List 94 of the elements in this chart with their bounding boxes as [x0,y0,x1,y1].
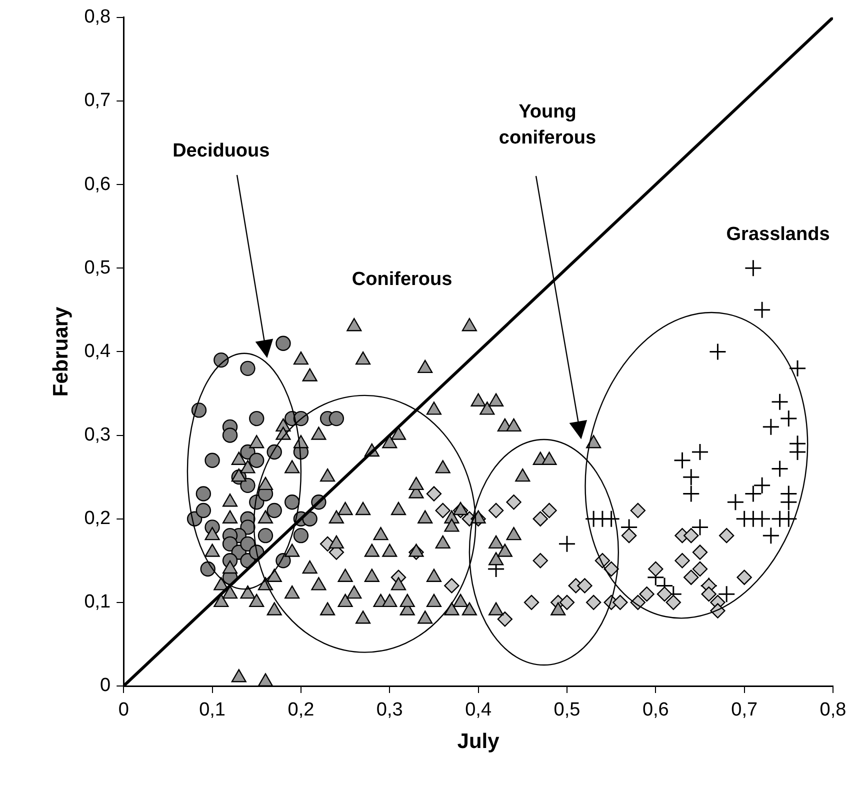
x-axis-title: July [457,730,500,754]
annotation: Deciduous [172,140,270,162]
point [726,493,744,511]
point [542,502,557,518]
point [674,452,692,470]
point [444,578,460,594]
point [559,594,575,610]
point [426,486,442,502]
point [666,594,681,610]
point [196,502,212,518]
point [612,594,628,610]
point [701,586,716,602]
point [718,585,736,603]
point [718,528,734,544]
point [753,510,771,528]
point [488,502,504,518]
point [630,502,646,518]
point [266,502,282,518]
point [691,443,709,461]
point [692,561,708,577]
x-tick-label: 0,3 [376,700,403,721]
point [558,535,576,553]
point [497,612,513,627]
point [258,528,274,544]
point [621,528,637,544]
point [240,360,256,376]
x-tick-label: 0,2 [288,700,314,721]
y-axis-title: February [49,306,72,397]
point [736,570,752,585]
point [214,352,229,368]
point [656,586,672,602]
point [682,468,700,486]
y-tick-label: 0,7 [84,90,111,112]
point [532,511,548,526]
point [577,578,592,594]
point [780,410,798,428]
point [328,410,344,426]
point [196,486,212,502]
y-tick-label: 0,6 [84,174,111,195]
point [684,570,699,585]
y-tick-label: 0,4 [84,340,112,362]
point [506,494,522,510]
point [293,528,309,544]
x-tick-label: 0,4 [465,700,492,721]
point [204,452,220,468]
point [762,418,780,436]
y-tick-label: 0,8 [84,6,111,28]
x-tick-label: 0,8 [820,700,846,721]
point [780,493,798,511]
point [753,476,771,494]
point [771,510,789,528]
point [682,485,700,503]
y-tick-label: 0,3 [84,424,111,446]
point [604,561,619,577]
annotation: Young coniferous [498,101,596,148]
point [249,410,264,426]
point [276,336,291,351]
x-tick-label: 0 [118,700,129,721]
x-tick-label: 0,1 [199,700,226,721]
point [240,478,256,494]
y-tick-label: 0,5 [84,257,111,278]
point [532,553,548,568]
point [524,594,540,610]
point [691,518,709,536]
point [744,485,762,503]
annotation: Grasslands [726,224,830,245]
x-tick-label: 0,5 [554,700,580,721]
point [684,528,699,544]
point [762,526,780,544]
point [200,561,216,577]
point [586,594,602,610]
y-tick-label: 0,1 [84,592,111,613]
point [674,553,690,568]
point [788,443,806,461]
y-tick-label: 0,2 [84,508,111,530]
point [788,360,806,378]
point [602,510,620,528]
point [744,259,762,277]
point [771,393,789,411]
x-tick-label: 0,7 [731,700,758,721]
annotation: Coniferous [352,269,452,290]
point [284,494,300,510]
point [708,342,726,360]
point [249,452,264,468]
point [692,544,708,560]
x-tick-label: 0,6 [642,700,669,721]
point [753,301,771,319]
point [222,428,238,443]
point [648,561,664,577]
point [435,502,450,518]
y-tick-label: 0 [100,675,111,696]
point [222,536,238,552]
point [771,460,789,478]
point [639,586,654,602]
